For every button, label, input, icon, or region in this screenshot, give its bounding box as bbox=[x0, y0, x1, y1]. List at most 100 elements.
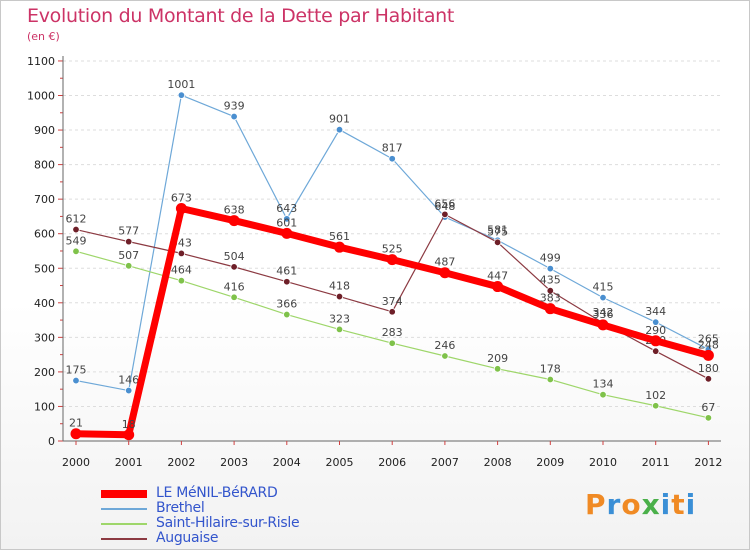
data-label: 246 bbox=[434, 339, 455, 352]
y-tick-label: 0 bbox=[48, 435, 55, 448]
data-label: 487 bbox=[434, 256, 455, 269]
data-point bbox=[335, 325, 344, 334]
data-label: 464 bbox=[171, 264, 192, 277]
data-label: 146 bbox=[118, 374, 139, 387]
data-point bbox=[652, 402, 660, 410]
y-tick-label: 1000 bbox=[27, 90, 55, 103]
data-label: 648 bbox=[434, 200, 455, 213]
y-tick-label: 1100 bbox=[27, 55, 55, 68]
data-label: 283 bbox=[382, 326, 403, 339]
data-point bbox=[493, 238, 502, 247]
data-label: 21 bbox=[69, 417, 83, 430]
y-tick-label: 600 bbox=[34, 228, 55, 241]
data-label: 175 bbox=[66, 364, 87, 377]
data-point bbox=[546, 264, 554, 273]
data-point bbox=[546, 287, 554, 295]
data-label: 612 bbox=[66, 213, 87, 226]
data-point bbox=[72, 247, 80, 256]
data-point bbox=[599, 391, 607, 399]
data-point bbox=[652, 318, 660, 326]
data-point bbox=[335, 292, 344, 301]
data-label: 461 bbox=[276, 265, 297, 278]
data-label: 939 bbox=[224, 100, 245, 113]
x-tick-label: 2010 bbox=[589, 456, 617, 469]
y-tick-label: 900 bbox=[34, 124, 55, 137]
data-point bbox=[177, 91, 186, 99]
data-label: 18 bbox=[122, 418, 136, 431]
y-tick-label: 200 bbox=[34, 366, 55, 379]
data-label: 344 bbox=[645, 305, 666, 318]
x-tick-label: 2007 bbox=[431, 456, 459, 469]
y-tick-label: 300 bbox=[34, 331, 55, 344]
data-point bbox=[650, 335, 662, 347]
data-label: 577 bbox=[118, 225, 139, 238]
data-label: 817 bbox=[382, 142, 403, 155]
legend-swatch bbox=[101, 538, 147, 540]
data-point bbox=[283, 278, 291, 286]
data-point bbox=[492, 281, 504, 293]
data-point bbox=[386, 254, 398, 266]
data-point bbox=[124, 262, 133, 270]
data-point bbox=[281, 227, 293, 239]
data-label: 656 bbox=[434, 197, 455, 210]
data-label: 67 bbox=[701, 401, 715, 414]
legend-label: Saint-Hilaire-sur-Risle bbox=[156, 515, 300, 531]
data-point bbox=[230, 263, 238, 271]
data-point bbox=[230, 112, 238, 121]
x-tick-label: 2005 bbox=[326, 456, 354, 469]
data-label: 416 bbox=[224, 280, 245, 293]
data-label: 415 bbox=[593, 281, 614, 294]
data-label: 248 bbox=[698, 338, 719, 351]
legend-swatch bbox=[101, 508, 147, 510]
data-label: 673 bbox=[171, 191, 192, 204]
data-label: 643 bbox=[276, 202, 297, 215]
data-point bbox=[123, 429, 135, 441]
data-point bbox=[388, 308, 396, 316]
x-tick-label: 2009 bbox=[536, 456, 564, 469]
data-point bbox=[441, 210, 449, 219]
x-tick-label: 2000 bbox=[62, 456, 90, 469]
data-label: 601 bbox=[276, 216, 297, 229]
data-point bbox=[388, 339, 396, 347]
data-label: 435 bbox=[540, 274, 561, 287]
data-point bbox=[283, 215, 291, 223]
x-tick-label: 2003 bbox=[220, 456, 248, 469]
data-label: 549 bbox=[66, 234, 87, 247]
logo-letter: t bbox=[671, 488, 686, 521]
y-tick-label: 700 bbox=[34, 193, 55, 206]
data-point bbox=[704, 414, 713, 422]
x-tick-label: 2008 bbox=[484, 456, 512, 469]
legend-swatch bbox=[101, 490, 147, 498]
data-label: 134 bbox=[593, 378, 614, 391]
data-label: 336 bbox=[593, 308, 614, 321]
data-point bbox=[124, 237, 133, 246]
logo-letter: P bbox=[585, 488, 607, 521]
data-point bbox=[439, 267, 451, 279]
x-tick-label: 2006 bbox=[378, 456, 406, 469]
x-tick-label: 2002 bbox=[167, 456, 195, 469]
data-label: 342 bbox=[593, 306, 614, 319]
data-label: 374 bbox=[382, 295, 403, 308]
data-point bbox=[493, 365, 502, 373]
proxiti-logo: Proxiti bbox=[585, 488, 696, 521]
data-point bbox=[70, 428, 82, 440]
data-label: 575 bbox=[487, 225, 508, 238]
chart-subtitle: (en €) bbox=[27, 30, 60, 43]
data-point bbox=[704, 375, 713, 383]
data-label: 180 bbox=[698, 362, 719, 375]
y-tick-label: 100 bbox=[34, 400, 55, 413]
data-point bbox=[388, 155, 396, 163]
logo-letter: o bbox=[621, 488, 642, 521]
data-label: 418 bbox=[329, 280, 350, 293]
data-point bbox=[124, 386, 133, 395]
data-label: 561 bbox=[329, 230, 350, 243]
data-label: 504 bbox=[224, 250, 245, 263]
data-point bbox=[597, 319, 609, 331]
data-label: 901 bbox=[329, 113, 350, 126]
data-point bbox=[599, 293, 607, 302]
data-label: 507 bbox=[118, 249, 139, 262]
data-point bbox=[334, 241, 345, 253]
logo-letter: i bbox=[660, 488, 672, 521]
chart-title: Evolution du Montant de la Dette par Hab… bbox=[27, 5, 455, 27]
